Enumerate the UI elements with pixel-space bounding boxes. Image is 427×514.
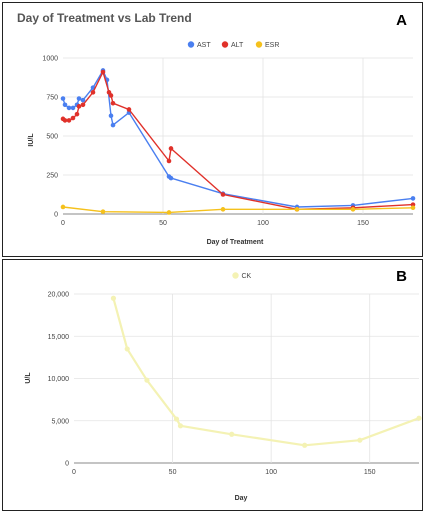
panel-letter: A — [396, 12, 407, 29]
data-point-alt — [166, 158, 172, 164]
x-tick-label: 150 — [357, 220, 369, 227]
chart-title: Day of Treatment vs Lab Trend — [17, 11, 192, 25]
x-axis-label: Day — [235, 495, 248, 502]
data-point-ast — [70, 105, 76, 111]
data-point-ast — [62, 102, 68, 108]
data-point-ast — [108, 113, 114, 119]
data-point-alt — [108, 93, 114, 98]
data-point-alt — [126, 107, 132, 112]
legend: AST ALT ESR — [187, 41, 279, 49]
series-layer — [60, 68, 416, 215]
y-axis-label: IU/L — [28, 133, 35, 147]
data-point-alt — [66, 118, 72, 123]
y-tick-label: 500 — [46, 134, 58, 141]
x-tick-label: 50 — [159, 220, 167, 227]
y-tick-label: 15,000 — [48, 334, 70, 341]
legend-marker-ck — [232, 272, 239, 279]
data-point-alt — [74, 111, 80, 117]
data-point-ast — [410, 196, 416, 201]
y-tick-label: 250 — [46, 173, 58, 180]
y-tick-label: 5,000 — [51, 418, 69, 425]
data-point-esr — [350, 207, 356, 212]
y-tick-label: 750 — [46, 95, 58, 102]
data-point-ck — [302, 442, 308, 448]
data-point-esr — [166, 210, 172, 215]
legend-label-ck: CK — [242, 273, 252, 280]
data-point-ast — [110, 122, 116, 128]
tick-labels: 0 5,000 10,000 15,000 20,000 0 50 100 150 — [48, 292, 376, 477]
legend-marker-esr — [255, 41, 263, 48]
data-point-ck — [416, 415, 422, 421]
y-tick-label: 0 — [65, 461, 69, 468]
x-tick-label: 100 — [265, 469, 277, 476]
series-layer — [110, 295, 422, 448]
data-point-ck — [144, 377, 150, 383]
data-point-esr — [410, 205, 416, 211]
legend-label-ast: AST — [197, 42, 211, 49]
legend: CK — [232, 272, 252, 280]
data-point-ast — [76, 96, 82, 101]
data-point-ast — [168, 175, 174, 181]
y-tick-label: 10,000 — [48, 376, 70, 383]
data-point-esr — [60, 204, 66, 210]
data-point-ck — [110, 295, 117, 301]
data-point-alt — [90, 90, 96, 95]
data-point-alt — [110, 100, 116, 106]
data-point-ck — [177, 423, 184, 429]
ck-trend-chart: B CK 0 5,000 10,000 15,000 20,000 0 50 100 150 D… — [25, 268, 422, 502]
x-tick-label: 150 — [364, 469, 376, 476]
data-point-ast — [60, 96, 66, 101]
x-tick-label: 0 — [72, 469, 76, 476]
data-point-ck — [124, 346, 130, 352]
x-tick-label: 0 — [61, 220, 65, 227]
x-tick-label: 50 — [169, 469, 177, 476]
y-tick-label: 1000 — [42, 56, 58, 63]
data-point-alt — [168, 146, 174, 151]
data-point-ck — [357, 437, 363, 443]
legend-marker-alt — [221, 41, 229, 48]
data-point-alt — [100, 69, 106, 75]
y-axis-label: U/L — [25, 372, 32, 384]
series-line-ast — [62, 69, 414, 208]
y-tick-label: 0 — [54, 212, 58, 219]
chart-panel-a: Day of Treatment vs Lab Trend A AST ALT ES… — [2, 2, 423, 257]
data-point-alt — [80, 102, 86, 108]
data-point-ast — [66, 105, 72, 111]
series-line-ck — [112, 297, 420, 447]
legend-label-alt: ALT — [231, 42, 244, 49]
grid — [63, 57, 413, 215]
x-axis-label: Day of Treatment — [207, 239, 264, 246]
data-point-alt — [70, 115, 76, 121]
legend-marker-ast — [187, 41, 195, 48]
data-point-ck — [229, 431, 235, 437]
data-point-alt — [62, 118, 68, 123]
data-point-ck — [173, 416, 180, 422]
panel-letter: B — [396, 268, 407, 285]
data-point-esr — [100, 209, 106, 214]
series-line-alt — [62, 71, 414, 211]
x-tick-label: 100 — [257, 220, 269, 227]
legend-label-esr: ESR — [265, 42, 279, 49]
data-point-esr — [294, 207, 300, 212]
y-tick-label: 20,000 — [48, 292, 70, 299]
data-point-ast — [80, 97, 86, 103]
data-point-alt — [220, 192, 226, 197]
data-point-esr — [220, 207, 226, 212]
lab-trend-chart: Day of Treatment vs Lab Trend A AST ALT ES… — [17, 11, 416, 246]
data-point-alt — [76, 104, 82, 109]
grid — [74, 293, 419, 464]
tick-labels: 0 250 500 750 1000 0 50 100 150 — [42, 56, 369, 228]
chart-panel-b: B CK 0 5,000 10,000 15,000 20,000 0 50 100 150 D… — [2, 259, 423, 511]
